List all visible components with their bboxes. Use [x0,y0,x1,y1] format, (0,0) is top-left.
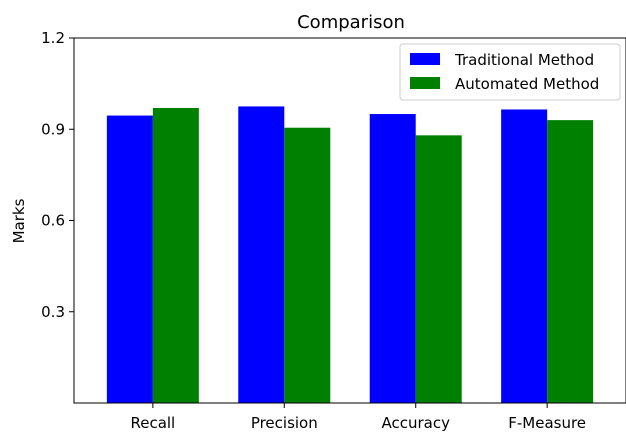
legend-swatch [410,53,440,65]
x-tick-label: Recall [130,414,175,432]
bar-traditional-fmeasure [501,109,548,404]
y-tick-label: 1.2 [41,29,65,47]
x-tick-label: Precision [251,414,318,432]
y-tick-label: 0.6 [41,212,65,230]
x-tick-label: F-Measure [508,414,586,432]
bar-automated-recall [152,107,199,403]
x-tick-label: Accuracy [381,414,450,432]
legend-swatch [410,77,440,89]
y-axis-label: Marks [10,198,28,243]
y-tick-label: 0.3 [41,303,65,321]
legend-label: Traditional Method [454,51,594,69]
chart-title: Comparison [297,12,405,33]
bar-traditional-precision [238,106,285,403]
bars-layer [106,106,594,404]
axes-layer: Recall Precision Accuracy F-Measure 0.3 0.6 0.… [41,29,626,432]
bar-automated-accuracy [415,135,462,404]
bar-traditional-recall [106,115,153,403]
legend-label: Automated Method [455,75,599,93]
bar-traditional-accuracy [369,114,416,404]
bar-automated-fmeasure [547,120,594,403]
bar-automated-precision [284,127,331,404]
y-tick-label: 0.9 [41,120,65,138]
legend: Traditional Method Automated Method [399,43,621,101]
legend-box [399,43,621,101]
